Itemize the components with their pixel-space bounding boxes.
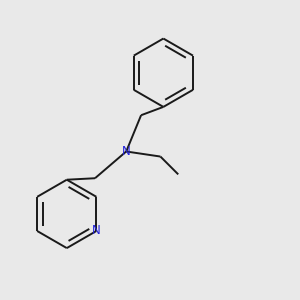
Text: N: N xyxy=(122,145,130,158)
Text: N: N xyxy=(92,224,101,238)
